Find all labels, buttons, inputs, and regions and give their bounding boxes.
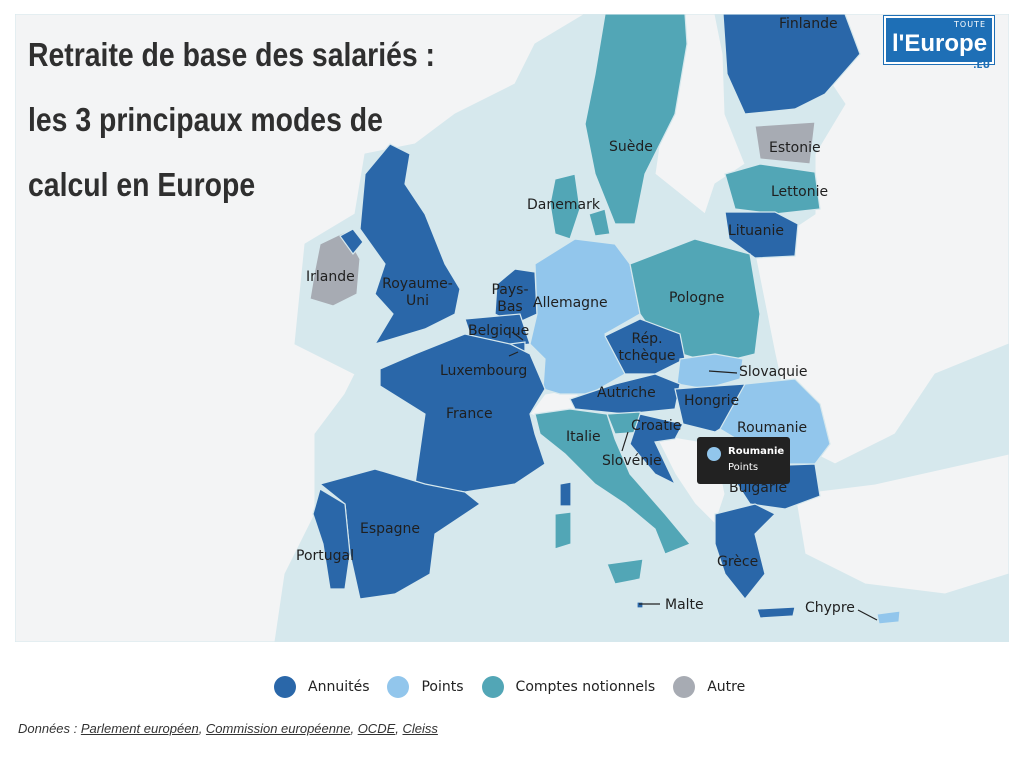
label-suede: Suède (609, 139, 653, 155)
legend-label-points: Points (421, 679, 464, 695)
label-royaume-uni-line2: Uni (405, 293, 429, 309)
label-rep-tcheque-line1: Rép. (631, 331, 663, 347)
country-crete[interactable] (756, 606, 796, 619)
label-espagne: Espagne (360, 521, 420, 537)
label-royaume-uni-line1: Royaume- (382, 276, 453, 292)
source-separator-1: , (198, 721, 206, 736)
country-suede[interactable] (584, 14, 688, 225)
country-france[interactable] (379, 333, 546, 493)
country-lituanie[interactable] (724, 211, 799, 259)
label-irlande: Irlande (306, 269, 355, 285)
country-allemagne[interactable] (529, 238, 641, 395)
title-line-1: Retraite de base des salariés : (28, 36, 435, 73)
title-line-3: calcul en Europe (28, 166, 256, 203)
country-sicile[interactable] (606, 558, 644, 585)
country-croatie[interactable] (629, 413, 684, 486)
label-croatie: Croatie (631, 418, 682, 434)
country-estonie[interactable] (754, 121, 816, 165)
label-allemagne: Allemagne (533, 295, 608, 311)
tooltip-country: Roumanie (728, 446, 785, 457)
label-royaume-uni: Royaume- Uni (380, 276, 455, 310)
country-ulster[interactable] (339, 228, 364, 255)
source-prefix: Données : (18, 721, 81, 736)
country-lettonie[interactable] (724, 163, 821, 215)
legend-dot-annuites (274, 676, 296, 698)
label-pays-bas-line1: Pays- (491, 282, 529, 298)
label-pays-bas: Pays- Bas (488, 282, 532, 316)
country-malte[interactable] (636, 601, 644, 609)
country-danemark[interactable] (549, 173, 581, 240)
legend-dot-comptes (481, 676, 504, 698)
label-malte: Malte (665, 597, 704, 613)
label-chypre: Chypre (805, 600, 855, 616)
label-hongrie: Hongrie (684, 393, 740, 409)
legend-label-autre: Autre (707, 679, 746, 695)
label-italie: Italie (566, 429, 601, 445)
label-rep-tcheque: Rép. tchèque (617, 331, 677, 365)
label-pays-bas-line2: Bas (497, 299, 523, 315)
leader-lines (508, 331, 878, 621)
legend-label-comptes: Comptes notionnels (515, 679, 656, 695)
source-link-ocde[interactable]: OCDE (357, 721, 396, 736)
label-autriche: Autriche (597, 385, 656, 401)
map-tooltip: Roumanie Points (697, 437, 790, 484)
map-legend: Annuités Points Comptes notionnels Autre (274, 674, 763, 700)
legend-item-comptes[interactable]: Comptes notionnels (481, 676, 656, 698)
legend-dot-autre (673, 676, 696, 698)
map-title: Retraite de base des salariés : les 3 pr… (28, 22, 435, 217)
toute-leurope-logo[interactable]: TOUTE l'Europe .EU (882, 15, 995, 71)
country-italie[interactable] (534, 408, 691, 555)
source-link-cleiss[interactable]: Cleiss (402, 721, 438, 736)
country-danemark-island[interactable] (588, 208, 611, 237)
tooltip-category: Points (728, 462, 759, 473)
country-corse[interactable] (559, 481, 572, 507)
label-slovaquie: Slovaquie (739, 364, 808, 380)
map-area[interactable] (15, 14, 1009, 642)
label-danemark: Danemark (527, 197, 600, 213)
legend-item-annuites[interactable]: Annuités (274, 676, 369, 698)
label-portugal: Portugal (296, 548, 354, 564)
label-rep-tcheque-line2: tchèque (618, 348, 676, 364)
label-estonie: Estonie (769, 140, 821, 156)
logo-box: TOUTE l'Europe (883, 15, 995, 65)
source-link-commission[interactable]: Commission européenne (205, 721, 351, 736)
logo-name: l'Europe (892, 30, 988, 57)
source-note: Données : Parlement européen, Commission… (18, 721, 438, 736)
logo-suffix: .EU (973, 61, 990, 71)
legend-label-annuites: Annuités (308, 679, 370, 695)
label-finlande: Finlande (779, 16, 838, 32)
legend-item-points[interactable]: Points (387, 676, 464, 698)
label-grece: Grèce (717, 554, 759, 570)
label-lituanie: Lituanie (728, 223, 785, 239)
legend-item-autre[interactable]: Autre (673, 676, 745, 698)
source-link-parlement[interactable]: Parlement européen (80, 721, 199, 736)
label-slovenie: Slovénie (602, 453, 662, 469)
legend-dot-points (387, 676, 410, 698)
country-sardaigne[interactable] (554, 511, 572, 550)
source-separator-3: , (395, 721, 403, 736)
title-line-2: les 3 principaux modes de (28, 101, 383, 138)
label-bulgarie: Bulgarie (729, 480, 788, 496)
label-lettonie: Lettonie (771, 184, 829, 200)
logo-top-text: TOUTE (954, 20, 986, 29)
country-royaume-uni[interactable] (359, 143, 461, 346)
country-grece[interactable] (714, 503, 777, 600)
tooltip-color-dot (707, 447, 721, 461)
source-separator-2: , (350, 721, 358, 736)
label-pologne: Pologne (669, 290, 725, 306)
label-france: France (446, 406, 493, 422)
label-belgique: Belgique (468, 323, 530, 339)
country-chypre[interactable] (876, 610, 901, 625)
country-portugal[interactable] (312, 488, 351, 590)
label-roumanie: Roumanie (737, 420, 808, 436)
europe-map[interactable] (15, 14, 1009, 642)
label-luxembourg: Luxembourg (440, 363, 528, 379)
country-finlande[interactable] (722, 14, 861, 115)
